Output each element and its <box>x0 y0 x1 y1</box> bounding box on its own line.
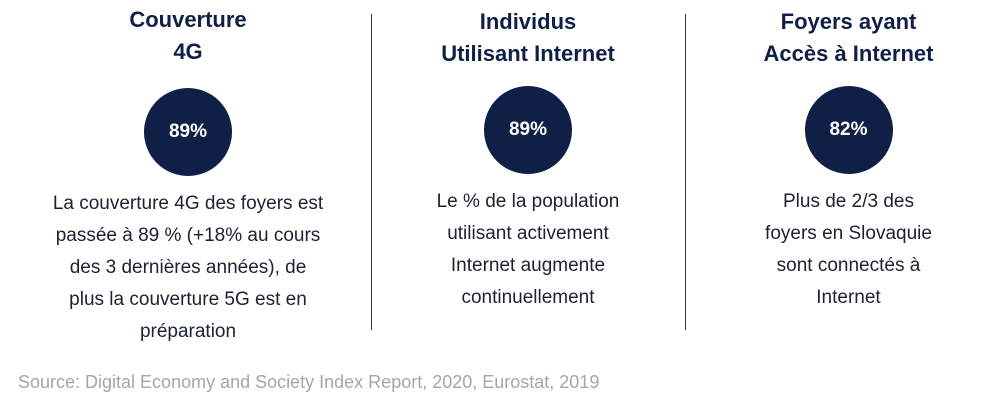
column-title: Foyers ayant Accès à Internet <box>764 0 934 76</box>
stat-value-circle: 89% <box>144 88 232 176</box>
column-title-line: Couverture <box>129 7 247 32</box>
column-title-line: Foyers ayant <box>780 9 917 34</box>
column-title: Individus Utilisant Internet <box>441 0 615 76</box>
stat-column-household-access: Foyers ayant Accès à Internet 82% Plus d… <box>686 0 983 360</box>
stat-column-internet-users: Individus Utilisant Internet 89% Le % de… <box>372 0 684 360</box>
column-divider <box>371 14 372 330</box>
source-caption: Source: Digital Economy and Society Inde… <box>18 372 600 392</box>
description-line: continuellement <box>461 287 595 308</box>
description-line: sont connectés à <box>776 255 921 276</box>
column-title-line: Utilisant Internet <box>441 41 615 66</box>
description-line: La couverture 4G des foyers est <box>52 193 324 214</box>
column-description: Le % de la population utilisant activeme… <box>437 186 620 314</box>
description-line: Internet <box>816 287 881 308</box>
column-title-line: 4G <box>173 39 203 64</box>
stat-value-circle: 82% <box>804 86 893 174</box>
column-title-line: Individus <box>479 9 577 34</box>
description-line: plus la couverture 5G est en <box>69 289 307 310</box>
column-description: La couverture 4G des foyers est passée à… <box>53 188 323 348</box>
column-divider <box>685 14 686 330</box>
description-line: Internet augmente <box>450 255 606 276</box>
description-line: des 3 dernières années), de <box>69 257 307 278</box>
stat-value-circle: 89% <box>484 86 572 174</box>
description-line: utilisant activement <box>447 223 609 244</box>
description-line: Plus de 2/3 des <box>783 191 914 212</box>
stat-column-4g-coverage: Couverture 4G 89% La couverture 4G des f… <box>18 0 358 360</box>
description-line: préparation <box>139 321 237 342</box>
column-description: Plus de 2/3 des foyers en Slovaquie sont… <box>765 186 932 314</box>
column-title: Couverture 4G <box>129 0 246 74</box>
description-line: Le % de la population <box>436 191 620 212</box>
description-line: passée à 89 % (+18% au cours <box>55 225 321 246</box>
description-line: foyers en Slovaquie <box>765 223 932 244</box>
column-title-line: Accès à Internet <box>763 41 934 66</box>
